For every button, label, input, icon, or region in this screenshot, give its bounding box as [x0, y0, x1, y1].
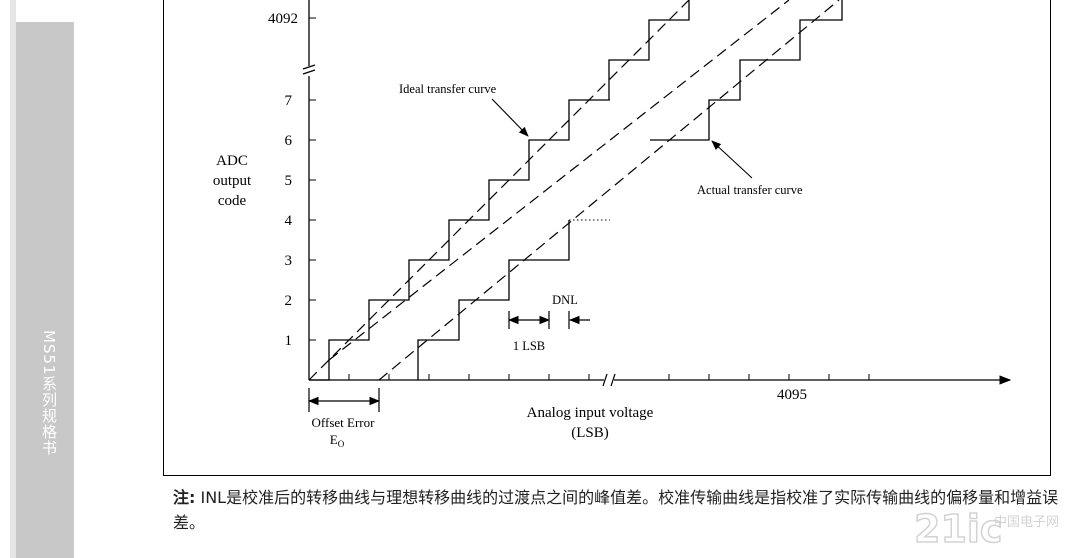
y-axis-label-line1: ADC	[216, 153, 248, 169]
y-axis-label-line3: code	[218, 193, 247, 209]
offset-error-symbol: EO	[330, 432, 345, 449]
y-tick-label-3: 3	[285, 253, 293, 269]
y-axis-break	[302, 64, 316, 75]
dnl-marker	[568, 311, 590, 329]
ideal-curve-arrow	[491, 98, 529, 137]
watermark-subtext: 中国电子网	[994, 515, 1059, 530]
y-tick-label-1: 1	[285, 333, 293, 349]
watermark-text: 21ic	[914, 507, 1002, 551]
dashed-lines	[308, 0, 840, 381]
figure-frame	[163, 0, 1051, 476]
one-lsb-label: 1 LSB	[513, 339, 545, 353]
calibrated-line	[378, 0, 840, 381]
ideal-curve-label: Ideal transfer curve	[399, 82, 497, 96]
sidebar-panel	[16, 22, 74, 558]
y-tick-label-7: 7	[285, 93, 293, 109]
dnl-label: DNL	[552, 293, 578, 307]
x-axis-break	[602, 373, 616, 387]
x-axis	[309, 373, 1012, 387]
actual-staircase-lower	[417, 220, 570, 380]
watermark-logo: 21ic 中国电子网	[913, 506, 1059, 552]
x-tick-marks	[348, 374, 870, 380]
sidebar: MS51系列规格书	[0, 0, 74, 558]
actual-curve-label: Actual transfer curve	[697, 183, 803, 197]
sidebar-title: MS51系列规格书	[40, 330, 58, 456]
y-axis	[302, 0, 316, 380]
y-tick-label-4: 4	[285, 213, 293, 229]
dnl-dotted-lines	[569, 99, 610, 221]
x-tick-label-4095: 4095	[777, 387, 807, 403]
y-tick-label-6: 6	[285, 133, 293, 149]
footnote-prefix: 注:	[173, 488, 196, 507]
y-tick-label-4092: 4092	[268, 11, 298, 27]
ideal-line-center	[328, 0, 790, 361]
adc-transfer-diagram: 1 2 3 4 5 6 7 4092 ADC output code Analo…	[213, 0, 1012, 449]
sidebar-edge	[10, 0, 16, 558]
y-tick-marks	[309, 17, 316, 341]
y-axis-label-line2: output	[213, 173, 252, 189]
y-tick-label-2: 2	[285, 293, 293, 309]
ideal-staircase	[309, 0, 690, 381]
actual-staircase-upper	[650, 0, 843, 141]
offset-error-label: Offset Error	[312, 415, 376, 430]
y-tick-label-5: 5	[285, 173, 293, 189]
one-lsb-marker	[507, 311, 551, 329]
x-axis-label-line2: (LSB)	[571, 425, 609, 441]
footnote: 注: INL是校准后的转移曲线与理想转移曲线的过渡点之间的峰值差。校准传输曲线是…	[173, 485, 1063, 535]
ideal-line-upper	[308, 0, 690, 381]
x-axis-label-line1: Analog input voltage	[527, 405, 654, 421]
offset-error-marker	[307, 388, 381, 412]
footnote-text: INL是校准后的转移曲线与理想转移曲线的过渡点之间的峰值差。校准传输曲线是指校准…	[173, 488, 1059, 532]
actual-curve-arrow	[711, 140, 753, 179]
